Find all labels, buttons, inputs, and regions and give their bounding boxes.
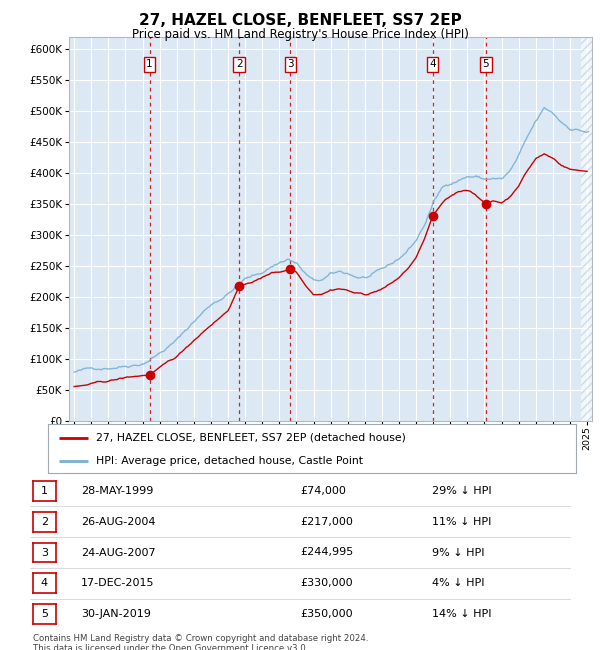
Text: 29% ↓ HPI: 29% ↓ HPI xyxy=(432,486,491,496)
Text: 4% ↓ HPI: 4% ↓ HPI xyxy=(432,578,485,588)
Text: 5: 5 xyxy=(41,609,48,619)
Text: 14% ↓ HPI: 14% ↓ HPI xyxy=(432,609,491,619)
Text: 24-AUG-2007: 24-AUG-2007 xyxy=(81,547,155,558)
Text: £217,000: £217,000 xyxy=(300,517,353,526)
Text: 4: 4 xyxy=(429,59,436,70)
Text: 17-DEC-2015: 17-DEC-2015 xyxy=(81,578,155,588)
Text: 26-AUG-2004: 26-AUG-2004 xyxy=(81,517,155,526)
Text: Contains HM Land Registry data © Crown copyright and database right 2024.
This d: Contains HM Land Registry data © Crown c… xyxy=(33,634,368,650)
Text: £244,995: £244,995 xyxy=(300,547,353,558)
Text: 27, HAZEL CLOSE, BENFLEET, SS7 2EP (detached house): 27, HAZEL CLOSE, BENFLEET, SS7 2EP (deta… xyxy=(95,433,406,443)
Text: 30-JAN-2019: 30-JAN-2019 xyxy=(81,609,151,619)
Text: 9% ↓ HPI: 9% ↓ HPI xyxy=(432,547,485,558)
Text: 5: 5 xyxy=(482,59,489,70)
Text: 1: 1 xyxy=(41,486,48,496)
Text: £74,000: £74,000 xyxy=(300,486,346,496)
Text: 28-MAY-1999: 28-MAY-1999 xyxy=(81,486,154,496)
Text: 1: 1 xyxy=(146,59,153,70)
Text: HPI: Average price, detached house, Castle Point: HPI: Average price, detached house, Cast… xyxy=(95,456,362,466)
Text: 2: 2 xyxy=(236,59,242,70)
Text: Price paid vs. HM Land Registry's House Price Index (HPI): Price paid vs. HM Land Registry's House … xyxy=(131,28,469,41)
Text: 27, HAZEL CLOSE, BENFLEET, SS7 2EP: 27, HAZEL CLOSE, BENFLEET, SS7 2EP xyxy=(139,13,461,28)
Text: 11% ↓ HPI: 11% ↓ HPI xyxy=(432,517,491,526)
Text: 2: 2 xyxy=(41,517,48,526)
Text: £330,000: £330,000 xyxy=(300,578,353,588)
Text: 3: 3 xyxy=(287,59,294,70)
Text: £350,000: £350,000 xyxy=(300,609,353,619)
Text: 4: 4 xyxy=(41,578,48,588)
Text: 3: 3 xyxy=(41,547,48,558)
